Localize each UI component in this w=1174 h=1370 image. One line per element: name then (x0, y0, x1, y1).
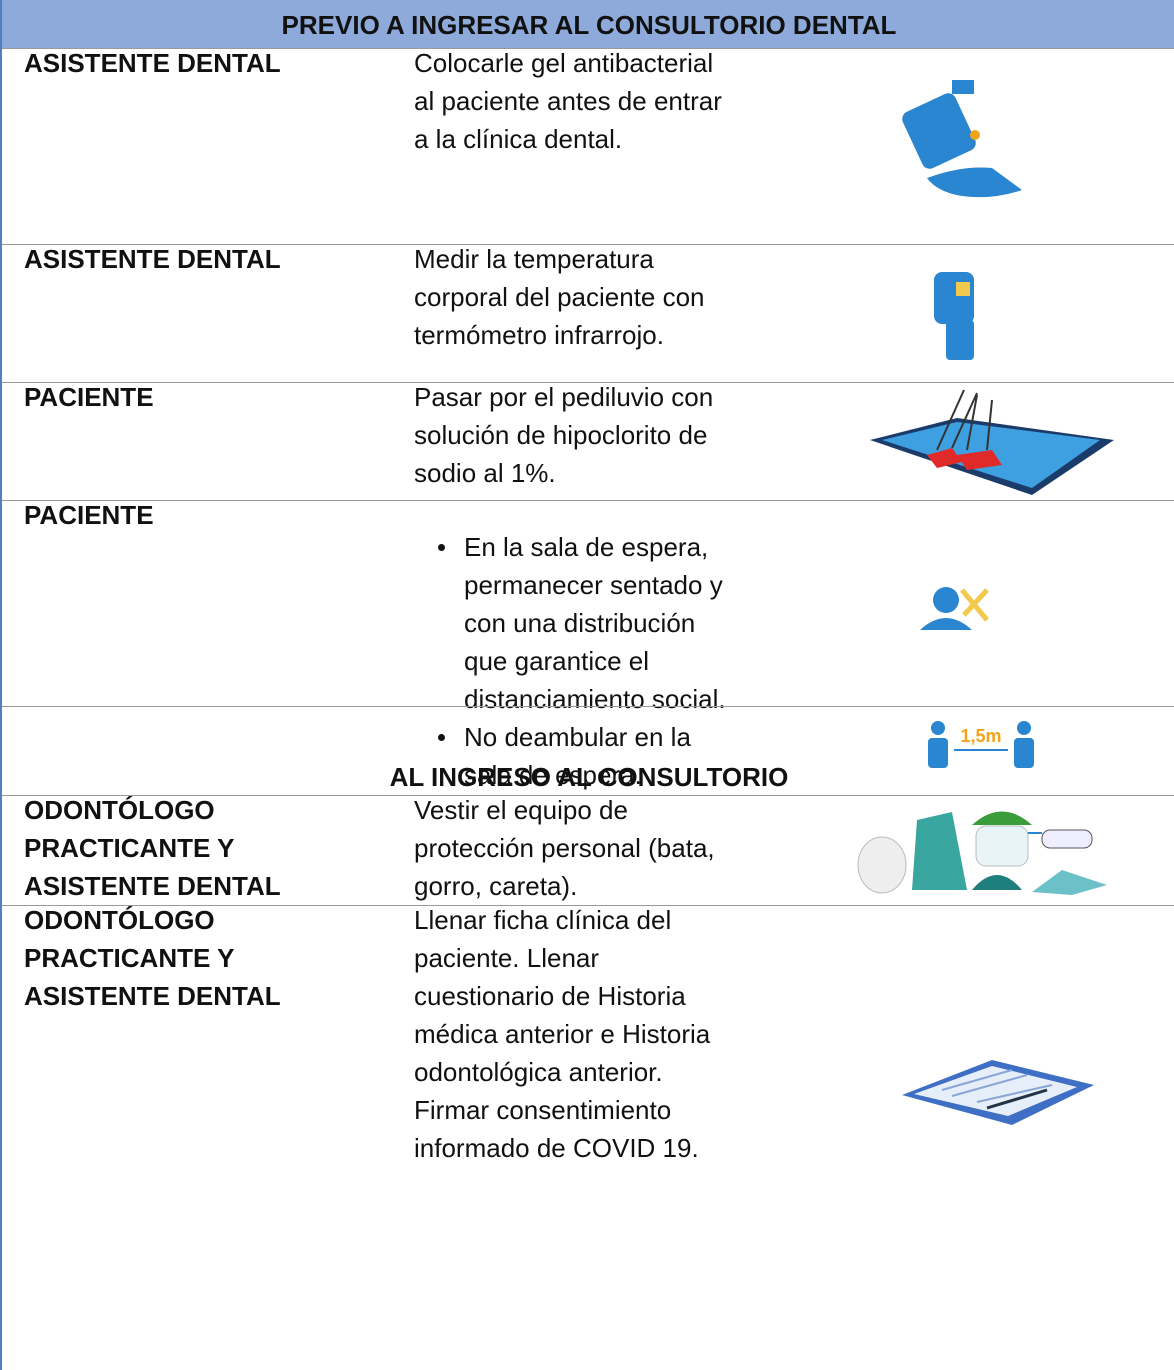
description: sodio al 1%. (414, 458, 556, 488)
description: protección personal (bata, (414, 833, 715, 863)
description: Firmar consentimiento (414, 1095, 672, 1125)
bullet-text: con una distribución (464, 608, 696, 638)
role: PACIENTE (24, 500, 154, 530)
thermometer-icon (934, 272, 974, 360)
description: al paciente antes de entrar (414, 86, 722, 116)
row-rule (2, 905, 1174, 906)
description: Llenar ficha clínica del (414, 905, 672, 935)
bullet-text: que garantice el (464, 646, 650, 676)
description: Colocarle gel antibacterial (414, 48, 714, 78)
row-rule (2, 706, 1174, 707)
section-title: AL INGRESO AL CONSULTORIO (389, 762, 789, 792)
role: PRACTICANTE Y (24, 943, 235, 973)
description: termómetro infrarrojo. (414, 320, 664, 350)
distance-icon: 1,5m (928, 721, 1042, 834)
ppe-icon (857, 811, 1107, 895)
row-rule (2, 500, 1174, 501)
role: PACIENTE (24, 382, 154, 412)
role: ASISTENTE DENTAL (24, 871, 281, 901)
bullet-text: distanciamiento social. (464, 684, 726, 714)
description: odontológica anterior. (414, 1057, 663, 1087)
role: ASISTENTE DENTAL (24, 48, 281, 78)
bullet (438, 734, 445, 741)
role: ASISTENTE DENTAL (24, 244, 281, 274)
bullet-text: En la sala de espera, (464, 532, 709, 562)
description: a la clínica dental. (414, 124, 623, 154)
bullet (438, 544, 445, 551)
description: gorro, careta). (414, 871, 578, 901)
description: Vestir el equipo de (414, 795, 628, 825)
bullet-text: No deambular en la (464, 722, 691, 752)
role: ODONTÓLOGO (24, 795, 215, 825)
description: Medir la temperatura (414, 244, 654, 274)
description: paciente. Llenar (414, 943, 600, 973)
clipboard-icon (902, 1060, 1094, 1125)
row-rule (2, 48, 1174, 49)
section-title: PREVIO A INGRESAR AL CONSULTORIO DENTAL (281, 10, 897, 40)
section-band (2, 0, 1174, 48)
bullet-text: sala de espera. (464, 760, 642, 790)
description: Pasar por el pediluvio con (414, 382, 714, 412)
row-rule (2, 795, 1174, 796)
sanitizer-icon (902, 80, 1022, 198)
description: médica anterior e Historia (414, 1019, 711, 1049)
distance-label: 1,5m (960, 726, 1001, 746)
role: PRACTICANTE Y (24, 833, 235, 863)
role: ODONTÓLOGO (24, 905, 215, 935)
footbath-icon (870, 389, 1114, 495)
row-rule (2, 382, 1174, 383)
description: informado de COVID 19. (414, 1133, 699, 1163)
bullet-text: permanecer sentado y (464, 570, 723, 600)
role: ASISTENTE DENTAL (24, 981, 281, 1011)
description: corporal del paciente con (414, 282, 705, 312)
waiting-icon (920, 587, 989, 630)
description: cuestionario de Historia (414, 981, 686, 1011)
description: solución de hipoclorito de (414, 420, 708, 450)
row-rule (2, 244, 1174, 245)
